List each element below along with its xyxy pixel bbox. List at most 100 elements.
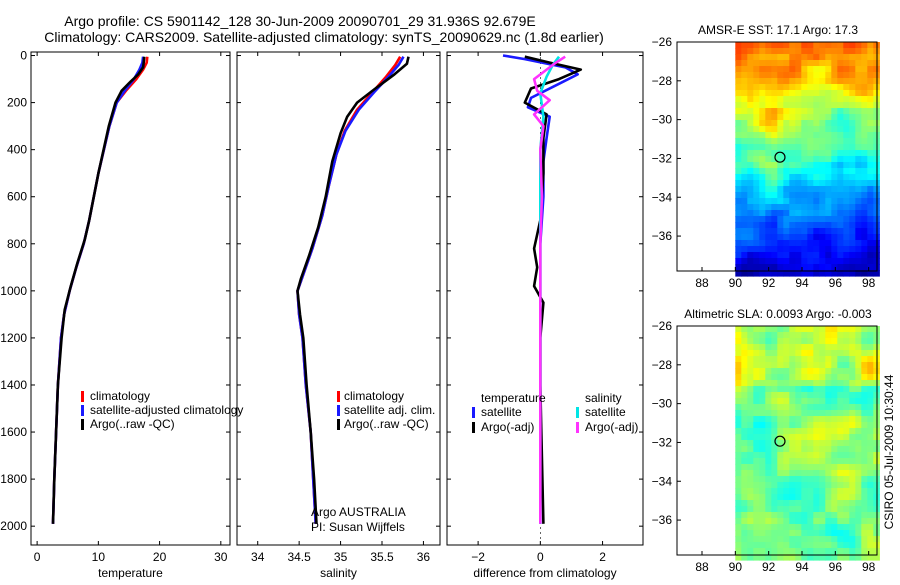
heatmap-cell [771, 78, 778, 85]
heatmap-cell [789, 108, 796, 115]
x-tick-label: 88 [695, 276, 709, 290]
heatmap-cell [735, 452, 742, 459]
heatmap-cell [735, 120, 742, 127]
heatmap-cell [867, 506, 874, 513]
heatmap-cell [831, 530, 838, 537]
heatmap-cell [765, 234, 772, 241]
heatmap-cell [819, 108, 826, 115]
heatmap-cell [819, 518, 826, 525]
heatmap-cell [837, 440, 844, 447]
heatmap-cell [825, 374, 832, 381]
heatmap-cell [741, 132, 748, 139]
y-tick-label: 1400 [0, 378, 27, 392]
heatmap-cell [741, 482, 748, 489]
heatmap-cell [801, 338, 808, 345]
heatmap-cell [759, 240, 766, 247]
heatmap-cell [789, 168, 796, 175]
heatmap-cell [795, 210, 802, 217]
heatmap-cell [735, 270, 742, 277]
heatmap-cell [753, 554, 760, 561]
heatmap-cell [807, 114, 814, 121]
heatmap-cell [825, 356, 832, 363]
heatmap-cell [807, 162, 814, 169]
heatmap-cell [747, 108, 754, 115]
heatmap-cell [747, 180, 754, 187]
heatmap-cell [843, 326, 850, 333]
heatmap-cell [813, 356, 820, 363]
heatmap-cell [807, 416, 814, 423]
heatmap-cell [855, 78, 862, 85]
heatmap-cell [825, 228, 832, 235]
heatmap-cell [735, 210, 742, 217]
heatmap-cell [777, 554, 784, 561]
heatmap-cell [771, 108, 778, 115]
heatmap-cell [789, 410, 796, 417]
heatmap-cell [855, 356, 862, 363]
heatmap-cell [867, 66, 874, 73]
heatmap-cell [867, 48, 874, 55]
heatmap-cell [741, 386, 748, 393]
heatmap-cell [753, 120, 760, 127]
heatmap-cell [765, 530, 772, 537]
heatmap-cell [783, 252, 790, 259]
heatmap-cell [771, 96, 778, 103]
heatmap-cell [867, 180, 874, 187]
heatmap-cell [801, 72, 808, 79]
heatmap-cell [825, 156, 832, 163]
heatmap-cell [819, 422, 826, 429]
heatmap-cell [771, 138, 778, 145]
heatmap-cell [753, 48, 760, 55]
heatmap-cell [861, 108, 868, 115]
heatmap-cell [765, 500, 772, 507]
heatmap-cell [765, 174, 772, 181]
heatmap-cell [783, 246, 790, 253]
heatmap-cell [837, 198, 844, 205]
heatmap-cell [771, 150, 778, 157]
heatmap-cell [825, 84, 832, 91]
heatmap-cell [807, 126, 814, 133]
heatmap-cell [867, 470, 874, 477]
heatmap-cell [735, 524, 742, 531]
heatmap-cell [783, 108, 790, 115]
heatmap-cell [849, 374, 856, 381]
heatmap-cell [843, 374, 850, 381]
heatmap-cell [855, 120, 862, 127]
heatmap-cell [771, 204, 778, 211]
heatmap-cell [759, 180, 766, 187]
heatmap-cell [735, 132, 742, 139]
heatmap-cell [843, 264, 850, 271]
heatmap-cell [861, 210, 868, 217]
heatmap-cell [831, 536, 838, 543]
heatmap-cell [783, 222, 790, 229]
heatmap-cell [855, 380, 862, 387]
heatmap-cell [759, 512, 766, 519]
heatmap-cell [735, 536, 742, 543]
heatmap-cell [831, 78, 838, 85]
heatmap-cell [867, 174, 874, 181]
heatmap-cell [759, 150, 766, 157]
heatmap-cell [753, 362, 760, 369]
heatmap-cell [741, 368, 748, 375]
heatmap-cell [861, 240, 868, 247]
heatmap-cell [819, 246, 826, 253]
heatmap-cell [843, 524, 850, 531]
heatmap-cell [759, 108, 766, 115]
heatmap-cell [741, 120, 748, 127]
heatmap-cell [837, 138, 844, 145]
heatmap-cell [813, 542, 820, 549]
heatmap-cell [771, 446, 778, 453]
heatmap-cell [771, 440, 778, 447]
heatmap-cell [789, 96, 796, 103]
heatmap-cell [843, 554, 850, 561]
heatmap-cell [801, 410, 808, 417]
heatmap-cell [819, 240, 826, 247]
heatmap-cell [807, 240, 814, 247]
heatmap-cell [801, 174, 808, 181]
sla_map-heatmap-cells [735, 326, 880, 561]
heatmap-cell [855, 554, 862, 561]
heatmap-cell [783, 392, 790, 399]
heatmap-cell [783, 192, 790, 199]
heatmap-cell [837, 150, 844, 157]
heatmap-cell [819, 374, 826, 381]
y-tick-label: −28 [652, 358, 673, 372]
